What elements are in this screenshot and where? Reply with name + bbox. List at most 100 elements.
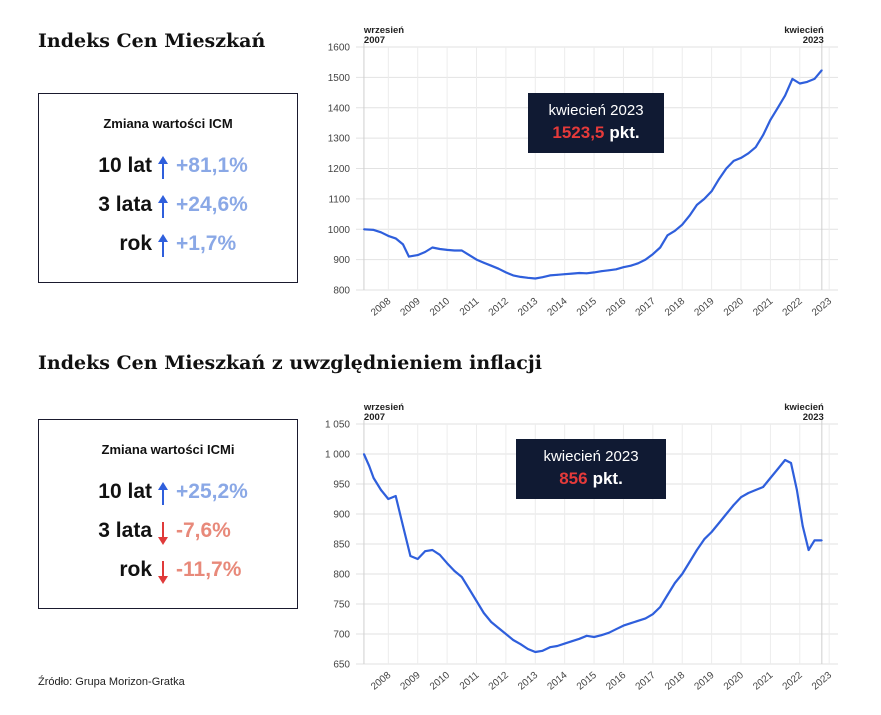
data-point — [363, 453, 365, 455]
data-point — [644, 258, 647, 261]
data-point — [497, 267, 500, 270]
data-point — [490, 621, 493, 623]
y-tick-label: 1600 — [328, 43, 351, 54]
arrow-up-icon — [158, 156, 168, 179]
data-point — [637, 262, 640, 265]
x-tick-label: 2019 — [692, 670, 716, 693]
end-label-month: kwiecień — [784, 25, 824, 36]
icm-change-box: Zmiana wartości ICM 10 lat +81,1% 3 lata… — [38, 93, 298, 283]
data-point — [541, 276, 544, 279]
data-point — [673, 229, 676, 232]
end-label-month: kwiecień — [784, 402, 824, 413]
data-point — [541, 649, 544, 652]
box-title: Zmiana wartości ICMi — [101, 442, 235, 457]
arrow-up-icon — [158, 234, 168, 257]
end-label-year: 2023 — [803, 35, 824, 46]
data-point — [578, 637, 581, 640]
data-point — [468, 588, 471, 590]
data-point — [394, 495, 397, 497]
x-tick-label: 2014 — [545, 670, 569, 693]
x-tick-label: 2023 — [810, 296, 834, 319]
stat-row: 3 lata +24,6% — [39, 193, 297, 221]
data-point — [468, 254, 471, 256]
data-point — [497, 627, 500, 629]
data-point — [512, 274, 515, 277]
period-label: rok — [119, 232, 152, 255]
arrow-down-icon — [158, 522, 168, 545]
start-label-month: wrzesień — [363, 402, 404, 413]
data-point — [438, 553, 441, 556]
y-tick-label: 700 — [333, 630, 350, 641]
data-point — [416, 558, 419, 560]
data-point — [659, 606, 662, 608]
data-point — [504, 633, 507, 635]
data-point — [725, 167, 728, 170]
data-point — [416, 254, 419, 256]
x-tick-label: 2021 — [751, 296, 775, 319]
data-point — [801, 525, 804, 527]
x-tick-label: 2022 — [781, 670, 805, 693]
data-point — [460, 249, 463, 252]
data-point — [732, 504, 735, 506]
x-tick-label: 2009 — [399, 670, 423, 693]
data-point — [607, 269, 610, 272]
data-point — [380, 489, 382, 491]
x-tick-label: 2014 — [545, 296, 569, 319]
data-point — [718, 178, 720, 181]
data-point — [549, 646, 551, 649]
y-tick-label: 1000 — [328, 225, 351, 236]
data-point — [387, 235, 390, 237]
data-point — [666, 594, 669, 596]
x-tick-label: 2022 — [781, 296, 805, 319]
data-point — [807, 549, 810, 551]
data-point — [460, 576, 463, 578]
data-point — [820, 69, 823, 72]
data-point — [527, 276, 529, 279]
data-point — [762, 134, 764, 136]
data-point — [703, 538, 706, 541]
data-point — [673, 582, 676, 584]
data-point — [519, 276, 522, 278]
stat-row: rok -11,7% — [39, 558, 297, 586]
y-tick-label: 900 — [333, 510, 350, 521]
data-point — [776, 468, 779, 470]
data-point — [527, 648, 529, 650]
data-point — [453, 249, 456, 252]
data-point — [747, 492, 750, 494]
y-tick-label: 850 — [333, 540, 350, 551]
data-point — [438, 248, 441, 250]
change-value: +24,6% — [176, 193, 248, 216]
data-point — [431, 549, 434, 551]
data-point — [629, 622, 632, 625]
period-label: 10 lat — [98, 154, 152, 177]
data-point — [696, 204, 698, 206]
callout-value-line: 1523,5 pkt. — [552, 123, 639, 142]
data-point — [651, 253, 654, 256]
data-point — [600, 634, 603, 637]
icmi-change-box: Zmiana wartości ICMi 10 lat +25,2% 3 lat… — [38, 419, 298, 609]
data-point — [795, 489, 798, 491]
data-point — [688, 214, 691, 217]
start-label-month: wrzesień — [363, 25, 404, 36]
data-point — [710, 190, 713, 193]
data-point — [408, 255, 410, 258]
data-point — [615, 628, 618, 631]
data-point — [607, 631, 610, 634]
data-point — [784, 459, 786, 461]
x-tick-label: 2012 — [487, 296, 511, 319]
y-tick-label: 800 — [333, 570, 350, 581]
data-point — [798, 82, 801, 85]
data-point — [740, 496, 742, 499]
data-point — [578, 272, 581, 274]
data-point — [637, 619, 640, 622]
data-point — [585, 634, 588, 637]
data-point — [387, 498, 390, 500]
data-point — [710, 531, 713, 533]
callout-value: 1523,5 — [552, 123, 604, 142]
callout-box — [528, 93, 664, 153]
change-value: -11,7% — [176, 558, 242, 581]
y-tick-label: 1300 — [328, 134, 351, 145]
data-point — [791, 77, 794, 80]
data-point — [622, 266, 625, 269]
callout-unit: pkt. — [593, 469, 623, 488]
